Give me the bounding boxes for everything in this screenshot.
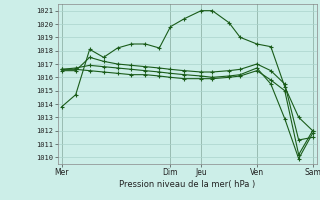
- X-axis label: Pression niveau de la mer( hPa ): Pression niveau de la mer( hPa ): [119, 180, 255, 189]
